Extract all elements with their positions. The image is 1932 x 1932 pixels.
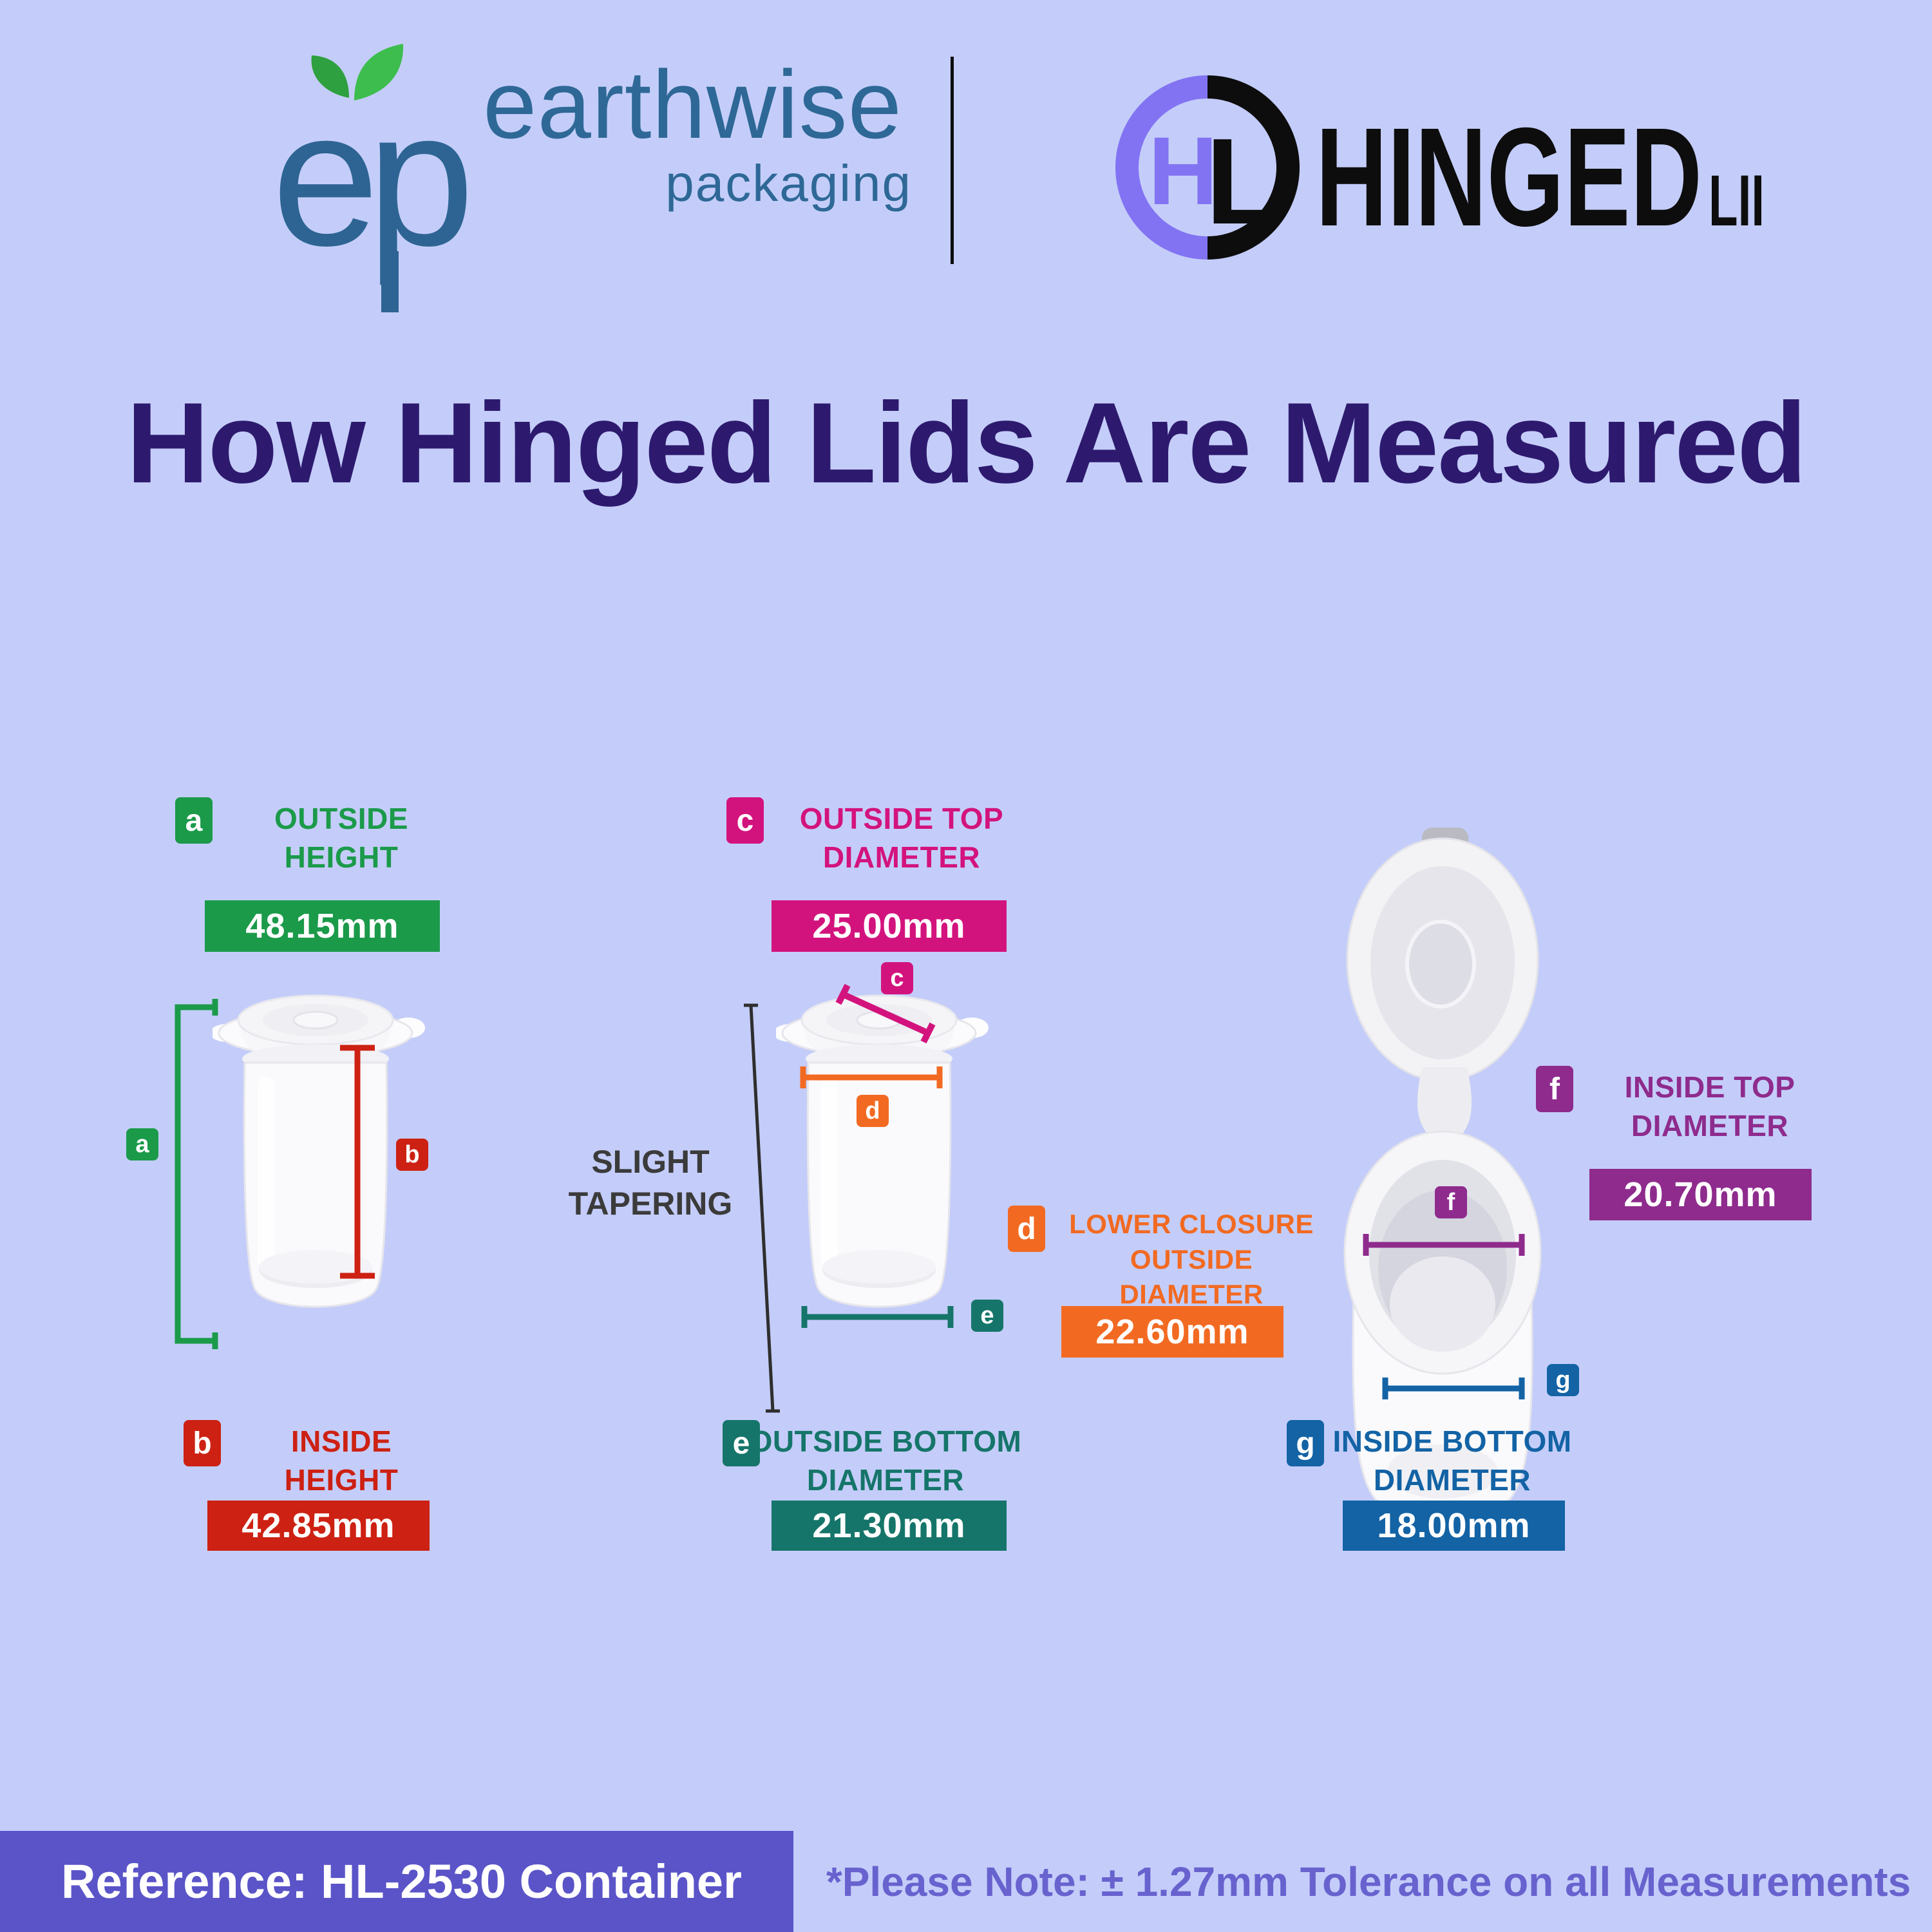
outside-bottom-diameter-line (801, 1306, 954, 1328)
measure-f-label: INSIDE TOP DIAMETER (1624, 1070, 1795, 1142)
monogram-e: e (277, 70, 379, 286)
hinged-wordmark: HINGED (1316, 99, 1702, 256)
earthwise-logo: e p earthwise packaging (277, 39, 960, 312)
measure-d-label-badge: d (1008, 1206, 1045, 1252)
lids-wordmark: LIDS (1709, 160, 1761, 241)
reference-bar: Reference: HL-2530 Container (0, 1831, 793, 1932)
monogram-p: p (367, 70, 475, 287)
page-title: How Hinged Lids Are Measured (126, 379, 1807, 507)
measure-b-label: INSIDE HEIGHT (284, 1425, 399, 1497)
reference-text: Reference: HL-2530 Container (61, 1855, 742, 1908)
measure-c-marker-badge: c (881, 962, 913, 994)
inside-top-diameter-line (1363, 1234, 1525, 1256)
measure-b-marker-badge: b (396, 1139, 428, 1171)
slight-tapering-label: SLIGHT TAPERING (568, 1144, 733, 1222)
tapering-reference-line (744, 1003, 780, 1413)
earthwise-monogram-icon: e p (277, 44, 475, 312)
open-container-illustration (1343, 828, 1542, 1518)
measure-f-value: 20.70mm (1589, 1169, 1812, 1220)
lower-closure-diameter-line (800, 1066, 943, 1088)
hingedlids-logo: H L HINGED LIDS (1115, 75, 1761, 260)
logo-divider (951, 57, 954, 264)
outside-top-diameter-line (835, 983, 936, 1043)
measure-e-value: 21.30mm (772, 1501, 1007, 1551)
measure-g-label-badge: g (1287, 1420, 1324, 1466)
hl-monogram-h: H (1148, 117, 1218, 225)
measure-g-label: INSIDE BOTTOM DIAMETER (1332, 1425, 1572, 1497)
hl-monogram-l: L (1206, 113, 1280, 250)
measure-c-value: 25.00mm (772, 900, 1007, 952)
measure-e-marker-badge: e (971, 1300, 1003, 1332)
measure-e-label-badge: e (723, 1420, 760, 1466)
measure-e-label: OUTSIDE BOTTOM DIAMETER (749, 1425, 1022, 1497)
closed-container-illustration (213, 994, 425, 1308)
measure-f-marker-badge: f (1435, 1186, 1467, 1218)
measure-b-value: 42.85mm (207, 1501, 430, 1551)
earthwise-sub-wordmark: packaging (665, 155, 912, 212)
tolerance-note: *Please Note: ± 1.27mm Tolerance on all … (826, 1858, 1911, 1905)
earthwise-wordmark: earthwise (483, 50, 902, 158)
measure-g-value: 18.00mm (1343, 1501, 1565, 1551)
measure-g-marker-badge: g (1547, 1364, 1579, 1396)
measure-d-value: 22.60mm (1061, 1306, 1283, 1358)
inside-height-line (340, 1045, 375, 1279)
outside-height-bracket-line (175, 999, 218, 1349)
measure-f-label-badge: f (1536, 1066, 1573, 1112)
closed-container-illustration (776, 994, 989, 1308)
measure-a-marker-badge: a (126, 1128, 158, 1160)
measure-d-label: LOWER CLOSURE OUTSIDE DIAMETER (1069, 1209, 1314, 1310)
measure-a-value: 48.15mm (205, 900, 440, 952)
inside-bottom-diameter-line (1382, 1378, 1525, 1399)
measure-d-marker-badge: d (857, 1095, 889, 1127)
measure-c-label: OUTSIDE TOP DIAMETER (799, 802, 1004, 874)
measure-b-label-badge: b (184, 1420, 221, 1466)
measure-c-label-badge: c (726, 797, 764, 844)
measure-a-label-badge: a (175, 797, 213, 844)
measure-a-label: OUTSIDE HEIGHT (274, 802, 408, 874)
